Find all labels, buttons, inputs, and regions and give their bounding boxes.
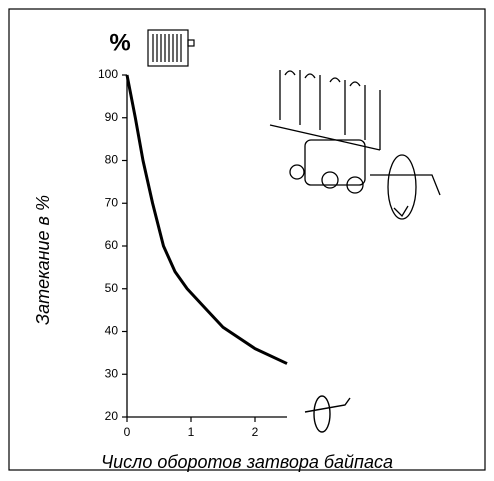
- y-tick-label: 70: [105, 195, 119, 209]
- y-axis-title: Затекание в %: [33, 195, 53, 325]
- x-tick-label: 1: [188, 425, 195, 439]
- line-series: [125, 74, 288, 365]
- y-tick-label: 100: [98, 67, 118, 81]
- y-tick-label: 20: [105, 409, 119, 423]
- y-tick-label: 30: [105, 366, 119, 380]
- key-icon: [304, 395, 351, 433]
- x-tick-label: 0: [124, 425, 131, 439]
- unit-label: %: [109, 29, 130, 56]
- y-tick-label: 40: [105, 324, 119, 338]
- frame: [8, 8, 486, 471]
- y-tick-label: 60: [105, 238, 119, 252]
- y-tick-label: 90: [105, 110, 119, 124]
- y-tick-label: 80: [105, 153, 119, 167]
- x-axis-title: Число оборотов затвора байпаса: [101, 452, 393, 472]
- valve-illustration: [269, 70, 441, 220]
- x-tick-label: 2: [252, 425, 259, 439]
- y-tick-label: 50: [105, 281, 119, 295]
- radiator-icon: [147, 29, 195, 67]
